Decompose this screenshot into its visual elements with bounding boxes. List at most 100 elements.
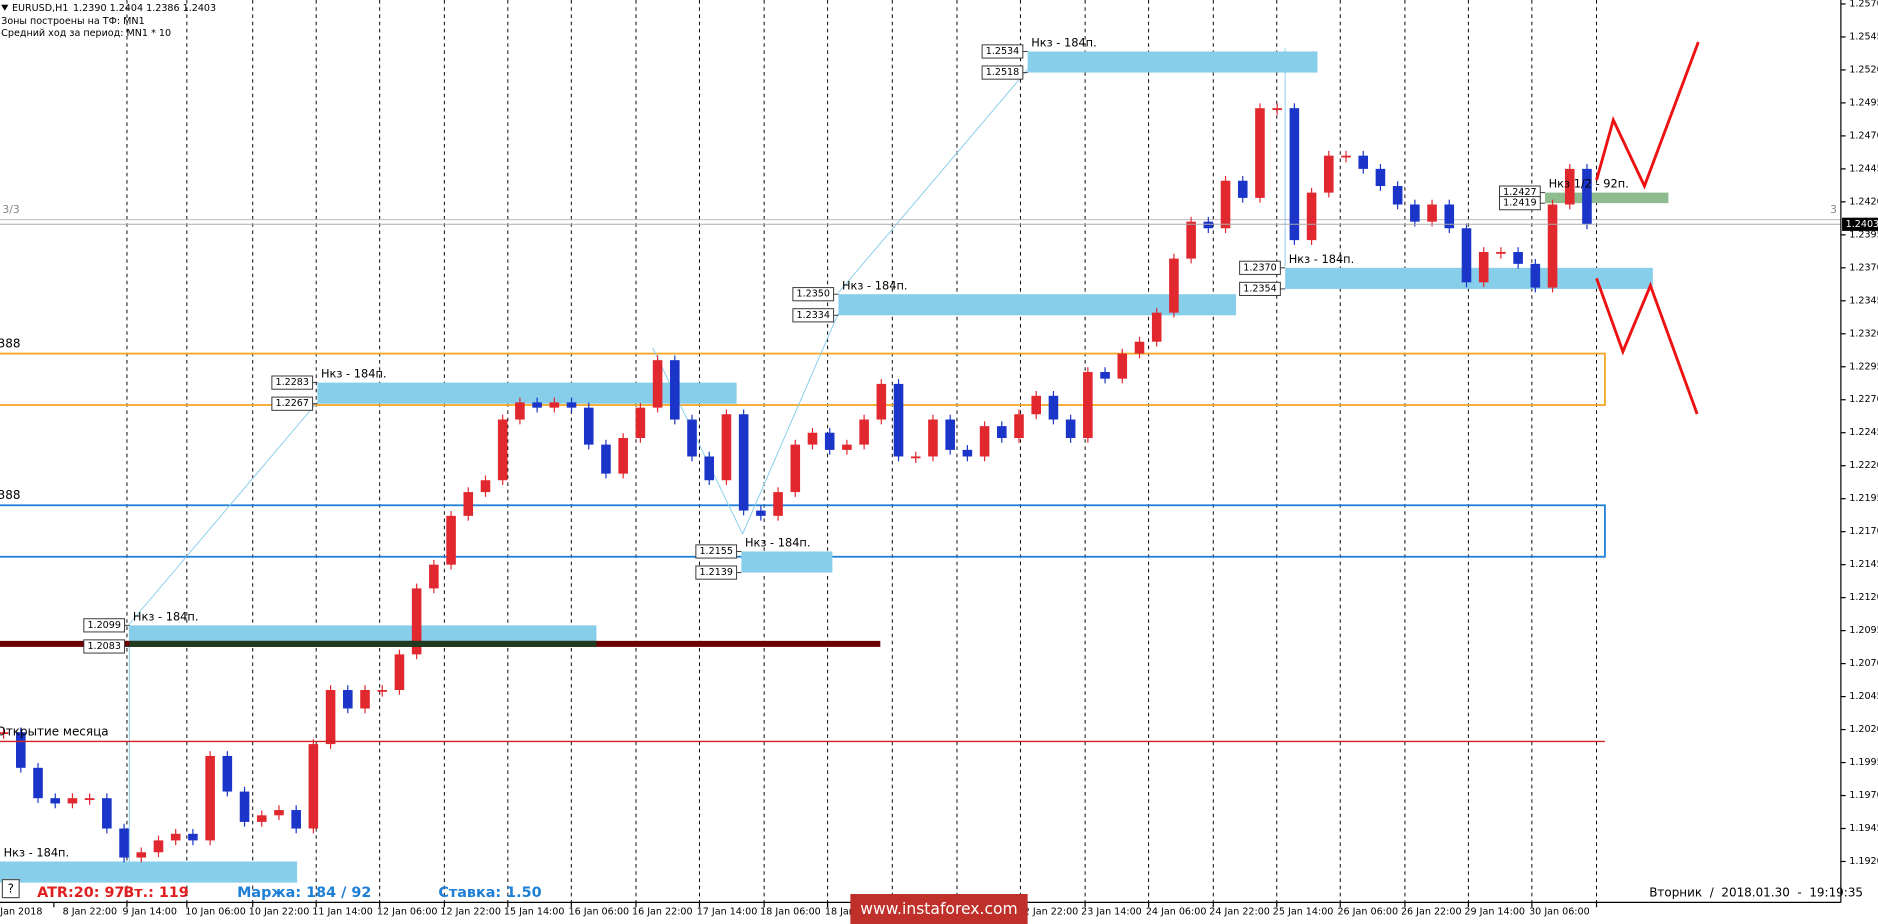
y-tick-label: 1.2195 xyxy=(1849,493,1878,504)
candle xyxy=(824,432,835,450)
x-tick-label: 15 Jan 14:00 xyxy=(504,906,565,917)
zone-label: Нкз - 184п. xyxy=(133,609,199,623)
candle xyxy=(1186,221,1196,259)
candle xyxy=(1031,395,1042,415)
month-open-label: Открытие месяца xyxy=(0,724,109,738)
avg-note: Средний ход за период: MN1 * 10 xyxy=(1,28,171,39)
candle xyxy=(102,798,112,829)
candle xyxy=(136,852,147,858)
candle xyxy=(773,492,783,516)
datetime: Вторник / 2018.01.30 - 19:19:35 xyxy=(1649,885,1863,899)
watermark: www.instaforex.com xyxy=(860,900,1017,918)
candle xyxy=(360,689,370,709)
candle xyxy=(1117,353,1128,379)
candle xyxy=(446,515,456,565)
candle xyxy=(1289,108,1300,241)
candle xyxy=(566,402,577,408)
candle xyxy=(1134,341,1145,354)
y-tick-label: 1.2520 xyxy=(1849,64,1878,75)
candle xyxy=(893,383,904,457)
zone-price: 1.2370 xyxy=(1243,262,1276,273)
zone-label: Нкз - 184п. xyxy=(321,367,387,381)
x-tick-label: 24 Jan 22:00 xyxy=(1209,906,1270,917)
candle xyxy=(1582,168,1592,225)
x-tick-label: 9 Jan 14:00 xyxy=(122,906,177,917)
left-marker: 3/3 xyxy=(2,203,19,216)
zone-price: 1.2427 xyxy=(1503,187,1536,198)
right-marker: 3 xyxy=(1830,203,1837,216)
zone-label: Нкз - 184п. xyxy=(1031,36,1097,50)
y-tick-label: 1.2070 xyxy=(1849,658,1878,669)
y-tick-label: 1.2145 xyxy=(1849,559,1878,570)
y-tick-label: 1.2345 xyxy=(1849,295,1878,306)
candle xyxy=(756,510,766,516)
x-tick-label: 12 Jan 06:00 xyxy=(377,906,438,917)
zone xyxy=(741,551,833,573)
zone xyxy=(1027,51,1318,73)
candle xyxy=(1564,168,1575,205)
candle xyxy=(1306,192,1317,241)
x-tick-label: 24 Jan 06:00 xyxy=(1146,906,1207,917)
candle xyxy=(377,689,388,692)
zone xyxy=(838,294,1237,316)
zone-price: 1.2534 xyxy=(986,46,1019,57)
candle xyxy=(480,480,491,493)
help-button[interactable] xyxy=(1,879,20,899)
x-tick-label: 12 Jan 22:00 xyxy=(440,906,501,917)
candle xyxy=(945,419,955,450)
candle xyxy=(1513,251,1523,264)
y-tick-label: 1.1945 xyxy=(1849,823,1878,834)
y-tick-label: 1.2545 xyxy=(1849,31,1878,42)
y-tick-label: 1.2245 xyxy=(1849,427,1878,438)
candle xyxy=(704,456,715,481)
atr: ATR:20: 97 xyxy=(37,885,124,901)
candle xyxy=(497,419,508,481)
margin: Маржа: 184 / 92 xyxy=(237,885,371,901)
candle xyxy=(205,755,215,841)
zone-price: 1.2083 xyxy=(87,641,120,652)
zone-price: 1.2267 xyxy=(275,398,308,409)
candle xyxy=(325,689,336,745)
candle xyxy=(291,810,301,829)
candle xyxy=(549,402,560,408)
candle xyxy=(1461,228,1472,283)
y-tick-label: 1.2120 xyxy=(1849,592,1878,603)
candle xyxy=(1014,414,1024,439)
y-tick-label: 1.2470 xyxy=(1849,130,1878,141)
zone-price: 1.2099 xyxy=(87,620,120,631)
candle xyxy=(429,564,439,589)
symbol: EURUSD,H1 xyxy=(12,3,68,14)
x-tick-label: 30 Jan 06:00 xyxy=(1529,906,1590,917)
candle xyxy=(652,360,663,408)
zone-price: 1.2354 xyxy=(1243,283,1276,294)
candle xyxy=(928,419,938,457)
zones-note: Зоны построены на ТФ: MN1 xyxy=(1,16,144,27)
y-tick-label: 1.2370 xyxy=(1849,262,1878,273)
candle xyxy=(842,444,852,450)
candle xyxy=(670,360,680,420)
zone xyxy=(317,382,737,404)
candle xyxy=(1496,251,1506,254)
zone xyxy=(1545,192,1669,204)
candle xyxy=(532,402,542,408)
candle xyxy=(222,755,233,792)
candle xyxy=(343,689,353,709)
zone-label: Нкз - 184п. xyxy=(1289,252,1355,266)
candle xyxy=(50,798,61,804)
candle xyxy=(1203,221,1214,229)
help-text[interactable]: ? xyxy=(8,882,14,896)
x-tick-label: 26 Jan 22:00 xyxy=(1401,906,1462,917)
candle xyxy=(1410,204,1420,222)
x-tick-label: 16 Jan 22:00 xyxy=(632,906,693,917)
candle xyxy=(687,419,697,457)
candle xyxy=(1375,168,1386,187)
candle xyxy=(979,426,990,457)
y-tick-label: 1.2170 xyxy=(1849,526,1878,537)
candle xyxy=(239,791,250,822)
candle xyxy=(411,588,422,655)
candle xyxy=(1324,155,1334,193)
y-tick-label: 1.2445 xyxy=(1849,163,1878,174)
candle xyxy=(67,798,78,804)
y-tick-label: 1.2095 xyxy=(1849,625,1878,636)
